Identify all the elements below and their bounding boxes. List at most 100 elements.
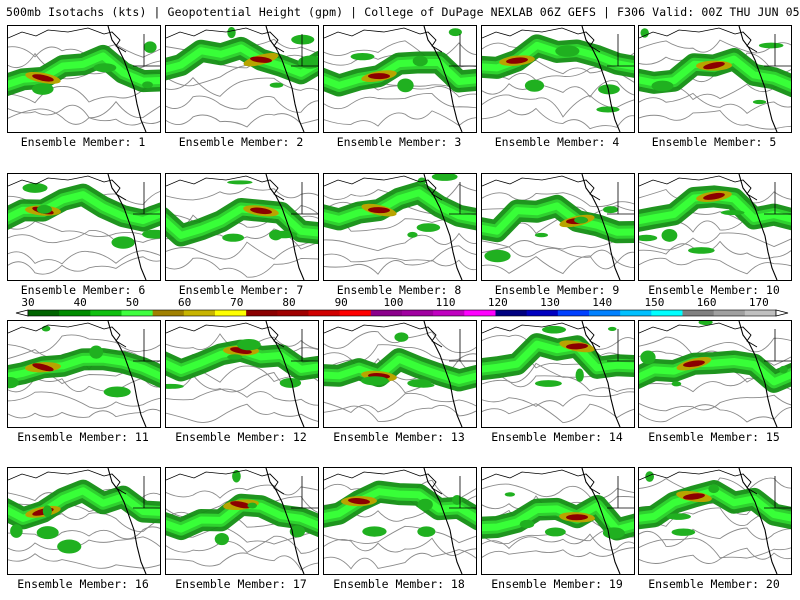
colorbar-tick-label: 60	[178, 297, 191, 309]
jet-stream-map	[324, 468, 476, 574]
colorbar-segment	[277, 310, 309, 316]
ensemble-member-label: Ensemble Member: 14	[491, 430, 623, 444]
jet-stream-map	[482, 321, 634, 427]
ensemble-member-label: Ensemble Member: 18	[333, 577, 465, 591]
colorbar-tick-label: 140	[592, 297, 612, 309]
colorbar-segment	[246, 310, 278, 316]
jet-stream-map	[639, 174, 791, 280]
colorbar-segment	[308, 310, 341, 316]
colorbar-segment	[121, 310, 154, 316]
colorbar-segment	[464, 310, 496, 316]
jet-stream-map	[482, 26, 634, 132]
ensemble-member-map	[481, 320, 635, 428]
ensemble-member-map	[323, 320, 477, 428]
colorbar-segment	[713, 310, 746, 316]
colorbar-segment	[152, 310, 185, 316]
ensemble-member-map	[7, 173, 161, 281]
ensemble-member-label: Ensemble Member: 16	[17, 577, 149, 591]
ensemble-member-label: Ensemble Member: 7	[178, 283, 304, 297]
ensemble-member-map	[165, 173, 319, 281]
ensemble-member-label: Ensemble Member: 15	[648, 430, 780, 444]
ensemble-member-label: Ensemble Member: 5	[651, 135, 777, 149]
ensemble-member-map	[638, 320, 792, 428]
ensemble-member-map	[7, 467, 161, 575]
colorbar-segment	[620, 310, 652, 316]
colorbar-tick-label: 160	[697, 297, 717, 309]
ensemble-member-map	[638, 173, 792, 281]
jet-stream-map	[639, 26, 791, 132]
colorbar-segment	[90, 310, 122, 316]
ensemble-member-map	[165, 467, 319, 575]
ensemble-member-map	[7, 320, 161, 428]
jet-stream-map	[8, 26, 160, 132]
jet-stream-map	[166, 321, 318, 427]
ensemble-member-label: Ensemble Member: 8	[336, 283, 462, 297]
ensemble-member-label: Ensemble Member: 12	[175, 430, 307, 444]
isotach-colorbar: 30 40 50 60 70 80 90 100 110 120 130 140 150 160 170	[15, 297, 789, 317]
ensemble-member-label: Ensemble Member: 13	[333, 430, 465, 444]
colorbar-segment	[557, 310, 590, 316]
ensemble-member-label: Ensemble Member: 3	[336, 135, 462, 149]
ensemble-member-map	[7, 25, 161, 133]
colorbar-tick-label: 120	[488, 297, 508, 309]
jet-stream-map	[166, 468, 318, 574]
colorbar-segment	[651, 310, 683, 316]
colorbar-tick-label: 90	[335, 297, 348, 309]
ensemble-member-label: Ensemble Member: 10	[648, 283, 780, 297]
colorbar-tick-label: 70	[230, 297, 243, 309]
jet-stream-map	[639, 468, 791, 574]
jet-stream-map	[166, 174, 318, 280]
colorbar-segment	[402, 310, 434, 316]
ensemble-member-label: Ensemble Member: 11	[17, 430, 149, 444]
ensemble-member-label: Ensemble Member: 1	[20, 135, 146, 149]
colorbar-tick-label: 130	[540, 297, 560, 309]
ensemble-member-map	[481, 467, 635, 575]
ensemble-member-map	[323, 173, 477, 281]
colorbar-segment	[526, 310, 559, 316]
ensemble-member-label: Ensemble Member: 4	[494, 135, 620, 149]
ensemble-member-map	[323, 467, 477, 575]
jet-stream-map	[8, 174, 160, 280]
colorbar-segment	[495, 310, 528, 316]
colorbar-tick-label: 100	[383, 297, 403, 309]
jet-stream-map	[8, 468, 160, 574]
colorbar-tick-label: 80	[282, 297, 295, 309]
ensemble-member-map	[165, 25, 319, 133]
colorbar-segment	[59, 310, 91, 316]
colorbar-segment	[183, 310, 216, 316]
colorbar-segment	[589, 310, 621, 316]
colorbar-segment	[433, 310, 465, 316]
colorbar-tick-label: 40	[74, 297, 87, 309]
colorbar-tick-label: 150	[644, 297, 664, 309]
ensemble-member-map	[638, 25, 792, 133]
colorbar-tick-label: 110	[436, 297, 456, 309]
page-title: 500mb Isotachs (kts) | Geopotential Heig…	[6, 5, 800, 19]
jet-stream-map	[8, 321, 160, 427]
jet-stream-map	[324, 174, 476, 280]
colorbar-tick-label: 50	[126, 297, 139, 309]
ensemble-member-map	[638, 467, 792, 575]
ensemble-member-map	[323, 25, 477, 133]
colorbar-segment	[215, 310, 247, 316]
colorbar-left-arrow	[15, 309, 29, 317]
jet-stream-map	[166, 26, 318, 132]
jet-stream-map	[324, 26, 476, 132]
ensemble-member-label: Ensemble Member: 20	[648, 577, 780, 591]
jet-stream-map	[639, 321, 791, 427]
ensemble-member-label: Ensemble Member: 19	[491, 577, 623, 591]
ensemble-member-label: Ensemble Member: 17	[175, 577, 307, 591]
ensemble-member-label: Ensemble Member: 6	[20, 283, 146, 297]
colorbar-segment	[682, 310, 715, 316]
colorbar-segment	[28, 310, 60, 316]
jet-stream-map	[482, 174, 634, 280]
colorbar-segment	[744, 310, 777, 316]
colorbar-tick-label: 170	[749, 297, 769, 309]
jet-stream-map	[482, 468, 634, 574]
ensemble-member-map	[481, 25, 635, 133]
colorbar-segment	[370, 310, 403, 316]
ensemble-member-label: Ensemble Member: 2	[178, 135, 304, 149]
colorbar-segment	[339, 310, 372, 316]
ensemble-member-map	[165, 320, 319, 428]
colorbar-right-arrow	[775, 309, 789, 317]
jet-stream-map	[324, 321, 476, 427]
